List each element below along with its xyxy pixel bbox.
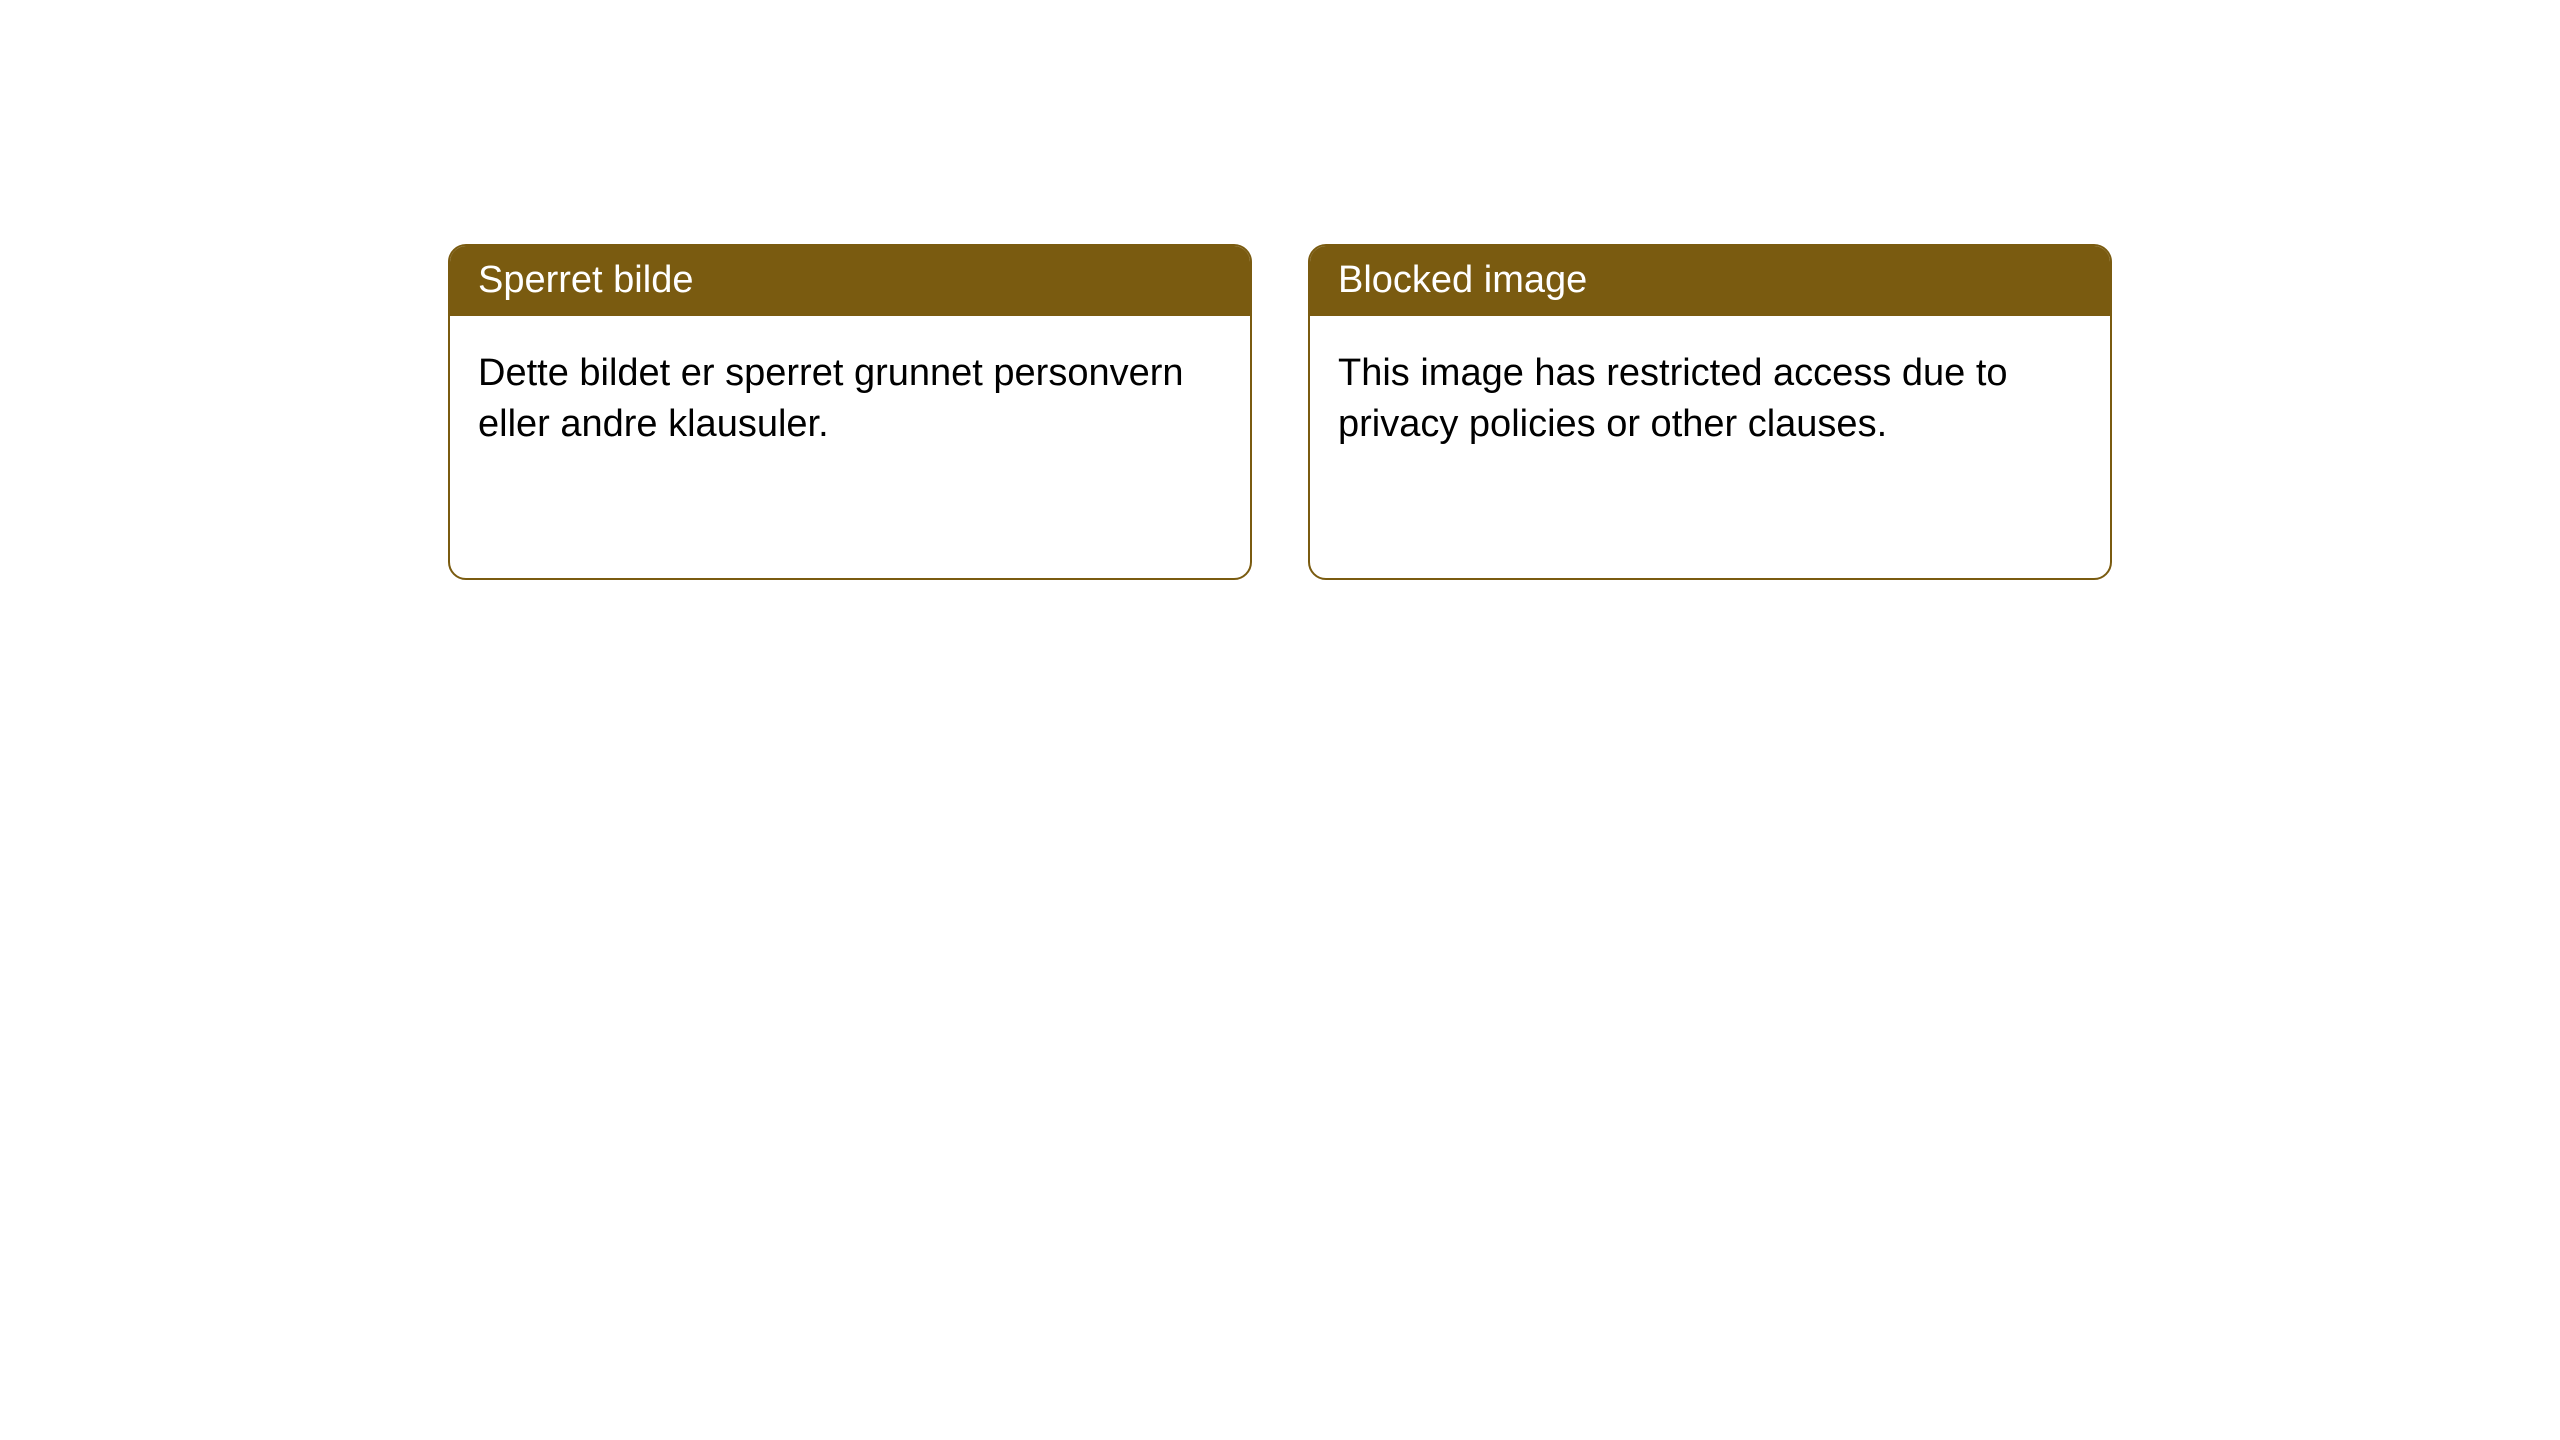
card-header: Blocked image bbox=[1310, 246, 2110, 316]
card-title: Blocked image bbox=[1338, 259, 1587, 301]
blocked-image-notice-english: Blocked image This image has restricted … bbox=[1308, 244, 2112, 580]
card-body: Dette bildet er sperret grunnet personve… bbox=[450, 316, 1250, 483]
notice-cards-container: Sperret bilde Dette bildet er sperret gr… bbox=[0, 0, 2560, 580]
card-body-text: Dette bildet er sperret grunnet personve… bbox=[478, 352, 1184, 445]
card-title: Sperret bilde bbox=[478, 259, 693, 301]
card-body-text: This image has restricted access due to … bbox=[1338, 352, 2008, 445]
blocked-image-notice-norwegian: Sperret bilde Dette bildet er sperret gr… bbox=[448, 244, 1252, 580]
card-header: Sperret bilde bbox=[450, 246, 1250, 316]
card-body: This image has restricted access due to … bbox=[1310, 316, 2110, 483]
